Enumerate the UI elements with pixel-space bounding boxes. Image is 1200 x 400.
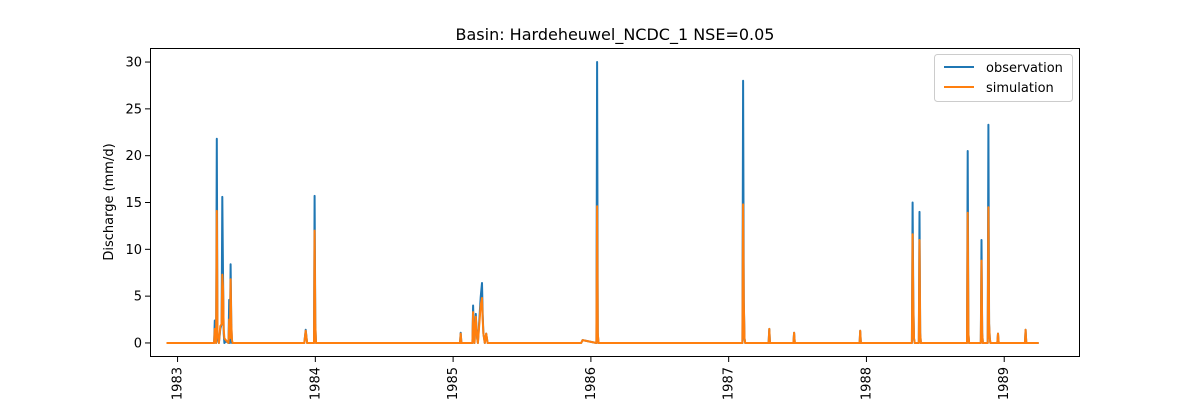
axes-frame [150, 48, 1080, 357]
legend-label-observation: observation [986, 61, 1063, 76]
x-tick-label: 1983 [171, 367, 186, 400]
x-tick-label: 1989 [997, 367, 1012, 400]
y-axis: 0 5 10 15 20 25 30 [125, 56, 150, 351]
chart-title: Basin: Hardeheuwel_NCDC_1 NSE=0.05 [456, 25, 775, 45]
series-line-simulation [166, 203, 1039, 344]
y-axis-label: Discharge (mm/d) [102, 143, 117, 260]
x-tick-label: 1985 [446, 367, 461, 400]
y-tick-label: 0 [134, 336, 142, 351]
y-tick-label: 25 [125, 102, 142, 117]
series-line-observation [166, 61, 1039, 344]
x-tick-label: 1988 [859, 367, 874, 400]
x-axis: 1983 1984 1985 1986 1987 1988 1989 [171, 357, 1012, 400]
x-tick-label: 1984 [308, 367, 323, 400]
y-tick-label: 10 [125, 243, 142, 258]
x-tick-label: 1986 [584, 367, 599, 400]
y-tick-label: 30 [125, 56, 142, 71]
y-tick-label: 15 [125, 196, 142, 211]
y-tick-label: 20 [125, 149, 142, 164]
series-layer [166, 61, 1039, 344]
legend-label-simulation: simulation [986, 81, 1054, 96]
x-tick-label: 1987 [722, 367, 737, 400]
plot-area [150, 48, 1080, 357]
legend: observation simulation [934, 54, 1073, 102]
y-tick-label: 5 [134, 290, 142, 305]
